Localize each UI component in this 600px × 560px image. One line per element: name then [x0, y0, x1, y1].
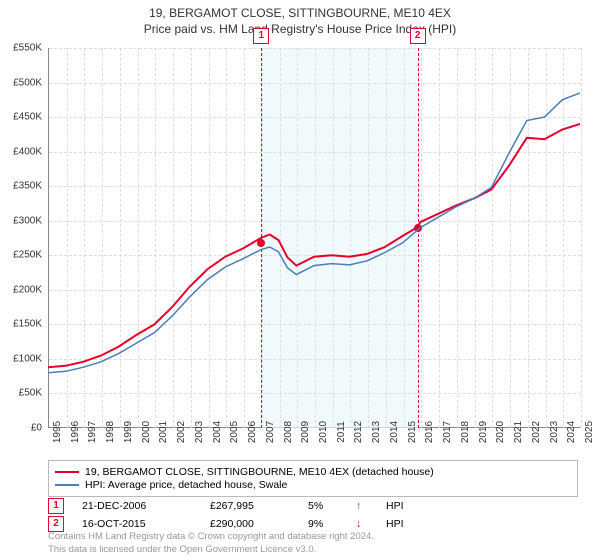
y-axis-label: £500K — [0, 77, 42, 88]
legend-item: HPI: Average price, detached house, Swal… — [55, 479, 571, 491]
legend-line-sample — [55, 484, 79, 486]
transaction-price: £290,000 — [210, 518, 290, 530]
title-line1: 19, BERGAMOT CLOSE, SITTINGBOURNE, ME10 … — [0, 6, 600, 20]
transaction-pct: 9% — [308, 518, 338, 530]
y-axis-label: £100K — [0, 353, 42, 364]
legend-item: 19, BERGAMOT CLOSE, SITTINGBOURNE, ME10 … — [55, 466, 571, 478]
transaction-price: £267,995 — [210, 500, 290, 512]
y-axis-label: £150K — [0, 319, 42, 330]
x-gridline — [581, 48, 582, 428]
transaction-row: 2 16-OCT-2015 £290,000 9% ↓ HPI — [48, 516, 578, 532]
series-property — [48, 124, 580, 367]
trend-arrow-icon: ↓ — [356, 518, 368, 530]
transaction-date: 21-DEC-2006 — [82, 500, 192, 512]
transaction-id-box: 2 — [48, 516, 64, 532]
legend-label: 19, BERGAMOT CLOSE, SITTINGBOURNE, ME10 … — [85, 466, 434, 478]
y-axis-label: £400K — [0, 146, 42, 157]
y-axis-label: £550K — [0, 43, 42, 54]
transaction-id-box: 1 — [48, 498, 64, 514]
y-axis-label: £450K — [0, 112, 42, 123]
transaction-date: 16-OCT-2015 — [82, 518, 192, 530]
footer: Contains HM Land Registry data © Crown c… — [48, 531, 374, 556]
transaction-marker-box: 1 — [253, 28, 269, 44]
series-hpi — [48, 93, 580, 373]
transaction-pct: 5% — [308, 500, 338, 512]
transaction-marker-box: 2 — [410, 28, 426, 44]
footer-line1: Contains HM Land Registry data © Crown c… — [48, 531, 374, 543]
y-axis-label: £50K — [0, 388, 42, 399]
transaction-suffix: HPI — [386, 518, 404, 530]
price-chart: £0£50K£100K£150K£200K£250K£300K£350K£400… — [48, 48, 580, 428]
transaction-row: 1 21-DEC-2006 £267,995 5% ↑ HPI — [48, 498, 578, 514]
y-axis-label: £250K — [0, 250, 42, 261]
y-axis-label: £300K — [0, 215, 42, 226]
transaction-suffix: HPI — [386, 500, 404, 512]
y-axis-label: £200K — [0, 284, 42, 295]
legend-label: HPI: Average price, detached house, Swal… — [85, 479, 287, 491]
y-axis-label: £0 — [0, 423, 42, 434]
trend-arrow-icon: ↑ — [356, 500, 368, 512]
legend: 19, BERGAMOT CLOSE, SITTINGBOURNE, ME10 … — [48, 460, 578, 497]
y-axis-label: £350K — [0, 181, 42, 192]
x-axis-label: 2025 — [584, 421, 595, 443]
title-line2: Price paid vs. HM Land Registry's House … — [0, 22, 600, 36]
footer-line2: This data is licensed under the Open Gov… — [48, 544, 374, 556]
legend-line-sample — [55, 471, 79, 473]
